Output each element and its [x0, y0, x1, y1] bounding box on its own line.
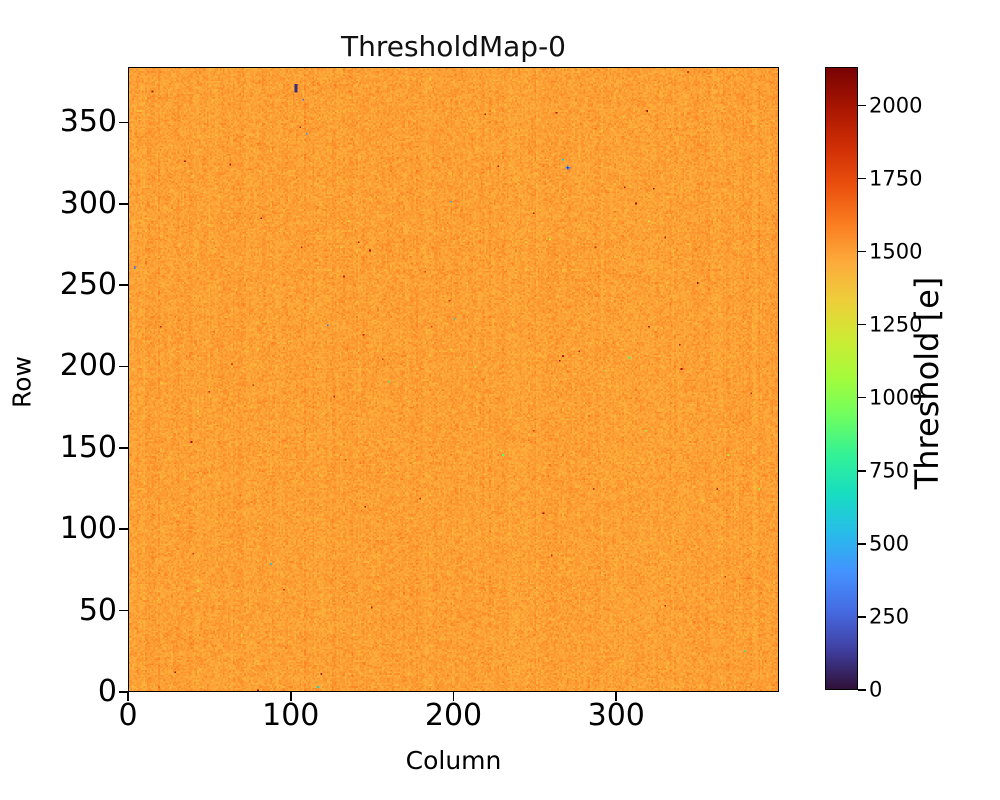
y-tick-mark	[119, 202, 128, 205]
y-tick-mark	[119, 447, 128, 449]
colorbar-tick-mark	[858, 104, 866, 107]
heatmap-plot-area	[128, 67, 779, 692]
x-tick-label: 300	[587, 698, 645, 733]
y-tick-label: 250	[59, 267, 117, 303]
x-tick-mark	[615, 692, 618, 701]
x-tick-mark	[289, 692, 292, 701]
colorbar-tick-label: 0	[869, 677, 883, 702]
colorbar-tick-label: 500	[869, 531, 910, 556]
y-tick-label: 0	[97, 674, 117, 709]
colorbar-tick-mark	[858, 250, 866, 253]
y-tick-label: 200	[59, 348, 117, 384]
colorbar-tick-mark	[858, 177, 866, 180]
x-tick-mark	[452, 692, 455, 701]
colorbar-tick-mark	[858, 470, 866, 472]
colorbar-label: Threshold [e]	[908, 276, 946, 490]
colorbar-tick-label: 2000	[869, 93, 923, 118]
colorbar-tick-mark	[858, 689, 866, 691]
colorbar-tick-mark	[858, 324, 866, 326]
colorbar-tick-mark	[858, 543, 866, 545]
colorbar-tick-label: 250	[869, 604, 910, 629]
y-tick-label: 150	[59, 429, 117, 465]
colorbar	[825, 67, 858, 690]
y-tick-label: 300	[59, 185, 117, 221]
y-tick-mark	[119, 121, 128, 124]
x-tick-label: 0	[118, 698, 138, 733]
x-tick-mark	[127, 692, 129, 701]
y-tick-mark	[119, 691, 128, 693]
colorbar-tick-label: 1000	[869, 385, 923, 410]
y-tick-mark	[119, 609, 128, 612]
heatmap-image	[129, 68, 778, 691]
y-tick-label: 100	[59, 511, 117, 547]
colorbar-tick-label: 1500	[869, 239, 923, 264]
x-axis-label: Column	[405, 746, 502, 775]
chart-title: ThresholdMap-0	[341, 30, 566, 63]
x-tick-label: 100	[262, 698, 320, 733]
y-tick-label: 50	[78, 592, 117, 628]
colorbar-tick-mark	[858, 397, 866, 399]
y-tick-mark	[119, 365, 128, 368]
colorbar-gradient	[826, 68, 857, 689]
y-tick-label: 350	[59, 104, 117, 140]
y-tick-mark	[119, 528, 128, 531]
y-tick-mark	[119, 284, 128, 286]
colorbar-tick-mark	[858, 616, 866, 618]
colorbar-tick-label: 1750	[869, 166, 923, 191]
x-tick-label: 200	[424, 698, 483, 733]
colorbar-tick-label: 1250	[869, 312, 923, 337]
colorbar-tick-label: 750	[869, 458, 910, 483]
